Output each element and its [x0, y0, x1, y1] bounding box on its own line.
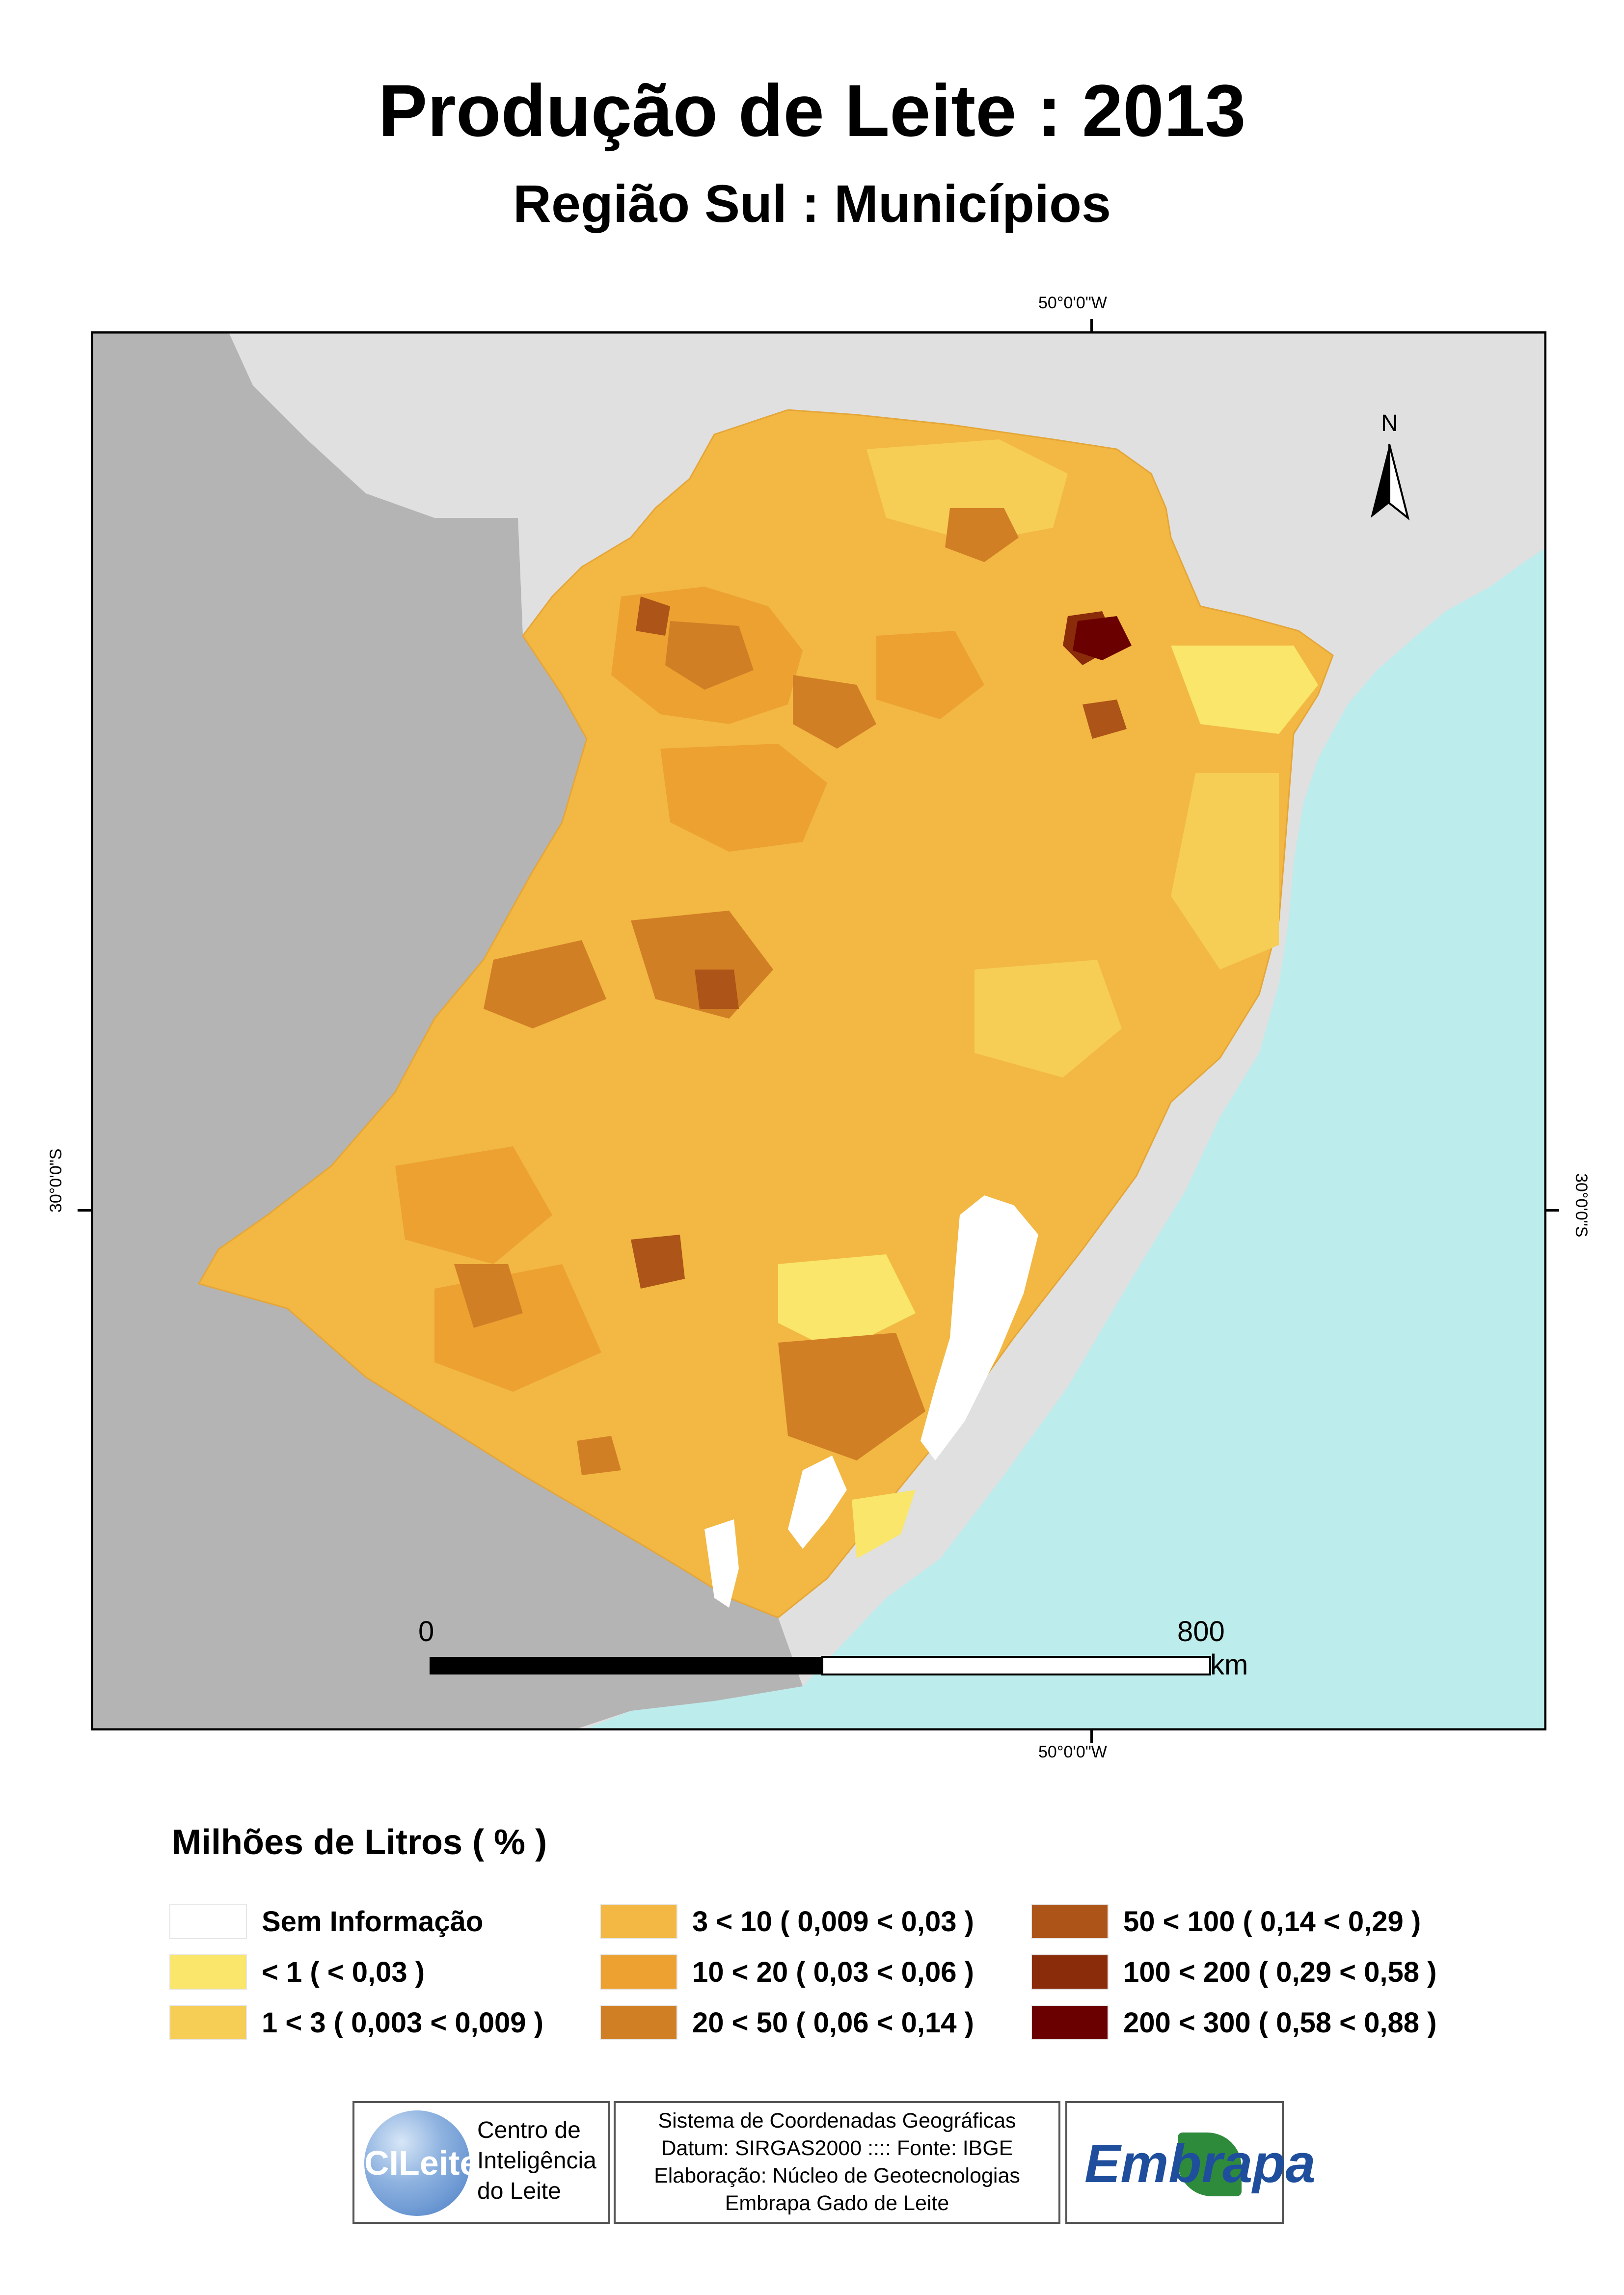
ocean-area [582, 547, 1546, 1730]
latitude-label-right: 30°0'0"S [1572, 1173, 1591, 1238]
graticule-tick-left [78, 1209, 91, 1212]
cileite-name: Centro de Inteligência do Leite [477, 2115, 596, 2207]
legend-label: 50 < 100 ( 0,14 < 0,29 ) [1123, 1905, 1421, 1938]
embrapa-box: Embrapa [1065, 2101, 1316, 2224]
map-border [91, 331, 1546, 1730]
embrapa-leaf-icon [1178, 2133, 1242, 2196]
graticule-tick-bottom [1090, 1729, 1093, 1743]
coastal-lagoon-south [704, 1519, 739, 1608]
info-line-1: Sistema de Coordenadas Geográficas [658, 2109, 1016, 2133]
legend-item-50-100: 50 < 100 ( 0,14 < 0,29 ) [1031, 1902, 1421, 1941]
longitude-label-bottom: 50°0'0"W [1038, 1743, 1107, 1761]
info-line-2: Datum: SIRGAS2000 :::: Fonte: IBGE [661, 2136, 1013, 2160]
north-arrow-icon [1371, 444, 1410, 521]
municipality-patches [395, 439, 1318, 1559]
legend-item-1-3: 1 < 3 ( 0,003 < 0,009 ) [169, 2003, 543, 2042]
legend-item-200-300: 200 < 300 ( 0,58 < 0,88 ) [1031, 2003, 1436, 2042]
north-arrow-label: N [1381, 410, 1398, 436]
legend-title: Milhões de Litros ( % ) [172, 1823, 547, 1862]
map-subtitle: Região Sul : Municípios [513, 174, 1111, 233]
map-frame[interactable]: N [91, 331, 1546, 1730]
scale-unit-label: km [1210, 1649, 1248, 1681]
legend-swatch [1031, 1904, 1109, 1939]
legend-label: 100 < 200 ( 0,29 < 0,58 ) [1123, 1956, 1437, 1988]
scale-bar [430, 1656, 1211, 1675]
latitude-label-left: 30°0'0"S [47, 1148, 65, 1213]
scale-start-label: 0 [418, 1616, 434, 1647]
cileite-logo: CILeite [364, 2110, 479, 2216]
cileite-logo-text: CILeite [364, 2144, 479, 2182]
cileite-box: CILeite Centro de Inteligência do Leite [352, 2101, 610, 2224]
info-line-3: Elaboração: Núcleo de Geotecnologias [654, 2164, 1020, 2187]
cileite-line2: Inteligência [477, 2148, 596, 2174]
graticule-tick-right [1545, 1209, 1559, 1212]
legend-swatch [600, 1904, 677, 1939]
legend-label: 1 < 3 ( 0,003 < 0,009 ) [262, 2006, 543, 2039]
legend-label: 10 < 20 ( 0,03 < 0,06 ) [692, 1956, 974, 1988]
legend-label: 20 < 50 ( 0,06 < 0,14 ) [692, 2006, 974, 2039]
legend-item-lt-1: < 1 ( < 0,03 ) [169, 1953, 425, 1991]
legend-item-10-20: 10 < 20 ( 0,03 < 0,06 ) [600, 1953, 974, 1991]
legend-label: Sem Informação [262, 1905, 484, 1938]
longitude-label-top: 50°0'0"W [1038, 294, 1107, 312]
legend-swatch [600, 2005, 677, 2040]
lagoa-dos-patos [920, 1195, 1038, 1460]
map-info-box: Sistema de Coordenadas Geográficas Datum… [614, 2101, 1060, 2224]
legend-swatch [1031, 1954, 1109, 1990]
legend-label: < 1 ( < 0,03 ) [262, 1956, 425, 1988]
legend-swatch [169, 1954, 247, 1990]
legend-item-20-50: 20 < 50 ( 0,06 < 0,14 ) [600, 2003, 974, 2042]
legend-item-3-10: 3 < 10 ( 0,009 < 0,03 ) [600, 1902, 974, 1941]
lagoa-mirim [788, 1456, 847, 1549]
legend-swatch [1031, 2005, 1109, 2040]
legend-label: 3 < 10 ( 0,009 < 0,03 ) [692, 1905, 974, 1938]
map-canvas[interactable] [91, 331, 1546, 1730]
neighbor-region-southwest [91, 331, 803, 1730]
legend-item-100-200: 100 < 200 ( 0,29 < 0,58 ) [1031, 1953, 1436, 1991]
legend-swatch [169, 2005, 247, 2040]
info-line-4: Embrapa Gado de Leite [725, 2191, 949, 2215]
cileite-line3: do Leite [477, 2178, 561, 2204]
legend-swatch [169, 1904, 247, 1939]
scale-end-label: 800 [1177, 1616, 1225, 1647]
legend-swatch [600, 1954, 677, 1990]
legend-label: 200 < 300 ( 0,58 < 0,88 ) [1123, 2006, 1437, 2039]
legend-item-sem-informacao: Sem Informação [169, 1902, 483, 1941]
cileite-line1: Centro de [477, 2117, 581, 2143]
embrapa-logo-text: Embrapa [1084, 2133, 1316, 2194]
map-title: Produção de Leite : 2013 [378, 69, 1246, 152]
embrapa-logo: Embrapa [1084, 2133, 1316, 2195]
graticule-tick-top [1090, 319, 1093, 333]
